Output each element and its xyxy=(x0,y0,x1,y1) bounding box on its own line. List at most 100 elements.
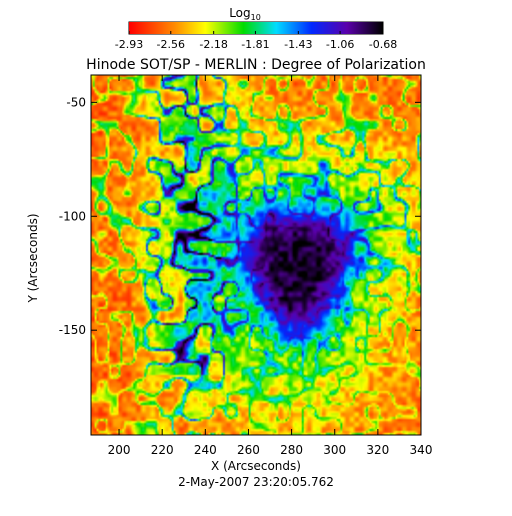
colorbar-cell xyxy=(325,22,327,34)
colorbar-cell xyxy=(135,22,137,34)
colorbar-cell xyxy=(302,22,304,34)
colorbar-cell xyxy=(375,22,377,34)
colorbar-tick-label: -1.06 xyxy=(326,38,354,51)
colorbar-cell xyxy=(239,22,241,34)
colorbar-cell xyxy=(317,22,319,34)
colorbar-cell xyxy=(367,22,369,34)
colorbar-cell xyxy=(345,22,347,34)
colorbar-cell xyxy=(162,22,164,34)
colorbar-cell xyxy=(327,22,329,34)
colorbar-cell xyxy=(316,22,318,34)
colorbar-cell xyxy=(301,22,303,34)
colorbar-cell xyxy=(255,22,257,34)
x-tick-label: 220 xyxy=(151,443,174,457)
colorbar-cell xyxy=(299,22,301,34)
colorbar-gradient xyxy=(129,22,384,34)
colorbar-cell xyxy=(190,22,192,34)
colorbar-cell xyxy=(305,22,307,34)
colorbar-cell xyxy=(373,22,375,34)
colorbar-cell xyxy=(163,22,165,34)
colorbar-cell xyxy=(308,22,310,34)
colorbar-cell xyxy=(267,22,269,34)
polarization-heatmap xyxy=(91,75,421,435)
colorbar: Log10 -2.93 -2.56 -2.18 -1.81 -1.43 -1.06 -0.6… xyxy=(115,6,397,51)
colorbar-tick-label: -2.93 xyxy=(115,38,143,51)
colorbar-cell xyxy=(240,22,242,34)
colorbar-cell xyxy=(152,22,154,34)
colorbar-cell xyxy=(376,22,378,34)
colorbar-cell xyxy=(215,22,217,34)
colorbar-tick-label: -1.81 xyxy=(241,38,269,51)
colorbar-cell xyxy=(335,22,337,34)
colorbar-cell xyxy=(313,22,315,34)
colorbar-cell xyxy=(178,22,180,34)
colorbar-cell xyxy=(356,22,358,34)
colorbar-cell xyxy=(294,22,296,34)
colorbar-cell xyxy=(184,22,186,34)
colorbar-cell xyxy=(209,22,211,34)
colorbar-cell xyxy=(145,22,147,34)
colorbar-cell xyxy=(251,22,253,34)
colorbar-cell xyxy=(217,22,219,34)
x-tick-label: 340 xyxy=(410,443,433,457)
colorbar-cell xyxy=(310,22,312,34)
colorbar-cell xyxy=(148,22,150,34)
colorbar-cell xyxy=(200,22,202,34)
colorbar-cell xyxy=(272,22,274,34)
colorbar-cell xyxy=(295,22,297,34)
colorbar-cell xyxy=(326,22,328,34)
colorbar-cell xyxy=(147,22,149,34)
colorbar-cell xyxy=(328,22,330,34)
plot-frame xyxy=(90,74,422,436)
colorbar-cell xyxy=(281,22,283,34)
colorbar-cell xyxy=(330,22,332,34)
colorbar-cell xyxy=(232,22,234,34)
colorbar-cell xyxy=(138,22,140,34)
x-tick-label: 200 xyxy=(108,443,131,457)
colorbar-cell xyxy=(377,22,379,34)
colorbar-cell xyxy=(140,22,142,34)
colorbar-cell xyxy=(359,22,361,34)
colorbar-cell xyxy=(165,22,167,34)
colorbar-cell xyxy=(212,22,214,34)
colorbar-cell xyxy=(338,22,340,34)
colorbar-cell xyxy=(276,22,278,34)
colorbar-cell xyxy=(364,22,366,34)
colorbar-cell xyxy=(180,22,182,34)
colorbar-cell xyxy=(321,22,323,34)
colorbar-cell xyxy=(155,22,157,34)
colorbar-cell xyxy=(320,22,322,34)
colorbar-cell xyxy=(250,22,252,34)
colorbar-cell xyxy=(214,22,216,34)
colorbar-cell xyxy=(238,22,240,34)
colorbar-cell xyxy=(365,22,367,34)
colorbar-cell xyxy=(167,22,169,34)
colorbar-cell xyxy=(234,22,236,34)
colorbar-cell xyxy=(154,22,156,34)
colorbar-cell xyxy=(324,22,326,34)
observation-timestamp: 2-May-2007 23:20:05.762 xyxy=(178,475,334,489)
colorbar-cell xyxy=(253,22,255,34)
colorbar-cell xyxy=(216,22,218,34)
colorbar-cell xyxy=(343,22,345,34)
colorbar-cell xyxy=(195,22,197,34)
colorbar-cell xyxy=(235,22,237,34)
colorbar-cell xyxy=(176,22,178,34)
colorbar-cell xyxy=(303,22,305,34)
colorbar-cell xyxy=(341,22,343,34)
colorbar-cell xyxy=(168,22,170,34)
colorbar-cell xyxy=(187,22,189,34)
colorbar-cell xyxy=(182,22,184,34)
colorbar-cell xyxy=(259,22,261,34)
colorbar-cell xyxy=(221,22,223,34)
colorbar-cell xyxy=(131,22,133,34)
colorbar-cell xyxy=(231,22,233,34)
colorbar-cell xyxy=(171,22,173,34)
colorbar-cell xyxy=(201,22,203,34)
colorbar-cell xyxy=(242,22,244,34)
colorbar-cell xyxy=(268,22,270,34)
colorbar-cell xyxy=(269,22,271,34)
colorbar-cell xyxy=(207,22,209,34)
colorbar-cell xyxy=(194,22,196,34)
colorbar-cell xyxy=(332,22,334,34)
